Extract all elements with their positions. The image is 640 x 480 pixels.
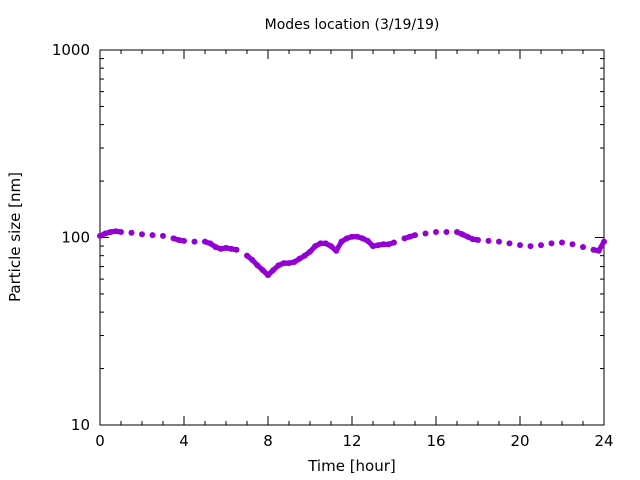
x-tick-label: 20 xyxy=(510,432,529,450)
data-point xyxy=(359,235,366,242)
data-point xyxy=(249,256,256,263)
x-tick-label: 12 xyxy=(342,432,361,450)
data-point xyxy=(112,228,119,235)
data-point xyxy=(459,231,466,238)
data-point xyxy=(601,238,607,245)
data-point xyxy=(307,248,313,255)
data-point xyxy=(385,241,392,248)
data-point xyxy=(485,237,492,244)
data-point xyxy=(233,246,240,253)
data-point xyxy=(160,232,166,239)
y-axis-label: Particle size [nm] xyxy=(6,172,24,302)
data-point xyxy=(548,240,555,247)
data-point xyxy=(280,260,287,267)
y-tick-label: 10 xyxy=(71,416,90,434)
data-point xyxy=(590,246,597,253)
data-point xyxy=(270,267,277,274)
data-point xyxy=(275,262,282,269)
data-point xyxy=(301,252,308,259)
data-point xyxy=(506,240,513,247)
data-point xyxy=(286,260,292,267)
data-point xyxy=(212,243,219,250)
data-point xyxy=(569,241,576,248)
data-point xyxy=(228,245,235,252)
data-point xyxy=(207,240,214,247)
x-tick-label: 24 xyxy=(594,432,613,450)
data-point xyxy=(422,230,429,237)
axis-ticks xyxy=(99,49,605,426)
data-point xyxy=(375,242,382,249)
data-point xyxy=(496,238,502,245)
data-point xyxy=(364,237,371,244)
data-point xyxy=(559,239,565,246)
data-point xyxy=(296,255,303,262)
data-point xyxy=(97,232,103,239)
x-tick-label: 16 xyxy=(426,432,445,450)
x-tick-label: 0 xyxy=(95,432,105,450)
data-point xyxy=(328,243,334,250)
data-point xyxy=(312,243,319,250)
data-point xyxy=(380,241,387,248)
y-tick-label: 100 xyxy=(61,229,90,247)
data-point xyxy=(580,243,586,250)
data-point xyxy=(170,235,177,242)
data-point xyxy=(527,243,534,250)
data-point xyxy=(475,236,481,243)
data-point xyxy=(370,243,376,250)
data-point xyxy=(464,233,471,240)
data-point xyxy=(538,242,544,249)
data-point xyxy=(118,228,124,235)
data-point xyxy=(412,232,418,239)
data-point xyxy=(517,242,523,249)
data-point xyxy=(391,239,397,246)
data-point xyxy=(406,233,413,240)
tick-labels: 0 4 8 12 16 20 24 10 100 1000 xyxy=(52,41,614,450)
x-tick-label: 4 xyxy=(179,432,189,450)
data-point xyxy=(443,228,450,235)
data-point xyxy=(333,247,340,254)
data-point xyxy=(322,240,329,247)
data-point xyxy=(454,228,460,235)
data-point xyxy=(149,232,156,239)
data-point xyxy=(191,238,198,245)
data-point xyxy=(343,235,350,242)
data-point xyxy=(401,235,408,242)
data-point xyxy=(202,238,208,245)
data-point xyxy=(595,247,602,254)
data-point xyxy=(223,244,229,251)
data-point xyxy=(217,245,224,252)
y-tick-label: 1000 xyxy=(52,41,90,59)
data-point xyxy=(291,259,298,266)
data-point xyxy=(181,237,187,244)
data-point xyxy=(349,233,355,240)
data-point xyxy=(254,262,261,269)
data-points xyxy=(97,228,607,279)
data-point xyxy=(338,238,345,245)
data-point xyxy=(244,252,250,259)
data-point xyxy=(107,228,114,235)
x-axis-label: Time [hour] xyxy=(307,457,396,475)
data-point xyxy=(259,267,266,274)
data-point xyxy=(317,240,324,247)
data-point xyxy=(354,233,361,240)
data-point xyxy=(265,272,271,279)
chart-title: Modes location (3/19/19) xyxy=(265,17,440,33)
data-point xyxy=(139,231,145,238)
data-point xyxy=(175,236,182,243)
x-tick-label: 8 xyxy=(263,432,273,450)
data-point xyxy=(433,228,439,235)
data-point xyxy=(128,229,135,236)
data-point xyxy=(469,236,476,243)
data-point xyxy=(102,230,109,237)
